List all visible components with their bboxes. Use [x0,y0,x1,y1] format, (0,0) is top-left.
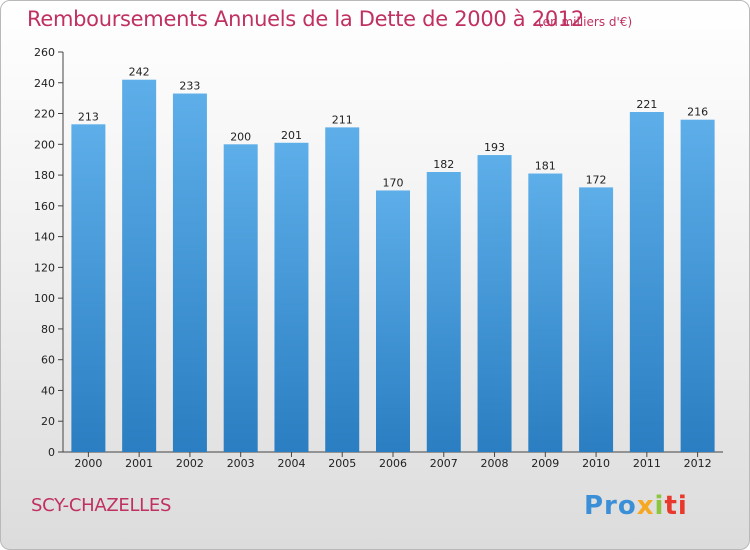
bar-value-label: 170 [383,176,404,189]
x-tick-label: 2004 [277,457,305,470]
bar-value-label: 211 [332,113,353,126]
y-tick-label: 200 [34,138,55,151]
y-tick-label: 20 [41,415,55,428]
bar [274,142,309,452]
place-name: SCY-CHAZELLES [31,495,172,516]
bar [71,124,106,453]
bar [629,112,664,452]
y-tick-label: 80 [41,323,55,336]
y-tick-label: 0 [48,446,55,459]
bar [426,172,461,452]
x-tick-label: 2010 [582,457,610,470]
chart-bars [71,79,715,453]
chart-value-labels: 213 242 233 200 201 211 170 182 193 181 172 221 216 [78,66,708,190]
logo-part-2: x [636,491,655,521]
bar [122,79,157,452]
chart-axes: 0 20 40 60 80 100 120 140 160 180 200 220 240 260 2000… [34,46,723,470]
bar [376,190,410,452]
x-tick-label: 2006 [379,457,407,470]
y-tick-label: 140 [34,231,55,244]
bar-value-label: 233 [179,80,200,93]
x-tick-label: 2002 [176,457,204,470]
bar-value-label: 172 [586,173,607,186]
y-tick-label: 120 [34,261,55,274]
y-tick-label: 180 [34,169,55,182]
bar [223,144,258,453]
x-tick-label: 2007 [430,457,458,470]
bar-value-label: 193 [484,141,505,154]
x-tick-label: 2008 [481,457,509,470]
x-tick-label: 2005 [328,457,356,470]
bar [528,173,563,453]
bar [680,119,715,452]
y-tick-label: 220 [34,108,55,121]
bar-value-label: 216 [687,106,708,119]
bar-value-label: 200 [230,130,251,143]
x-tick-label: 2011 [633,457,661,470]
bar-value-label: 181 [535,160,556,173]
x-tick-label: 2009 [531,457,559,470]
x-tick-label: 2000 [74,457,102,470]
chart-unit: (en milliers d'€) [538,15,633,29]
bar-value-label: 182 [433,158,454,171]
y-tick-label: 100 [34,292,55,305]
bar-value-label: 201 [281,129,302,142]
logo-part-1: Pro [584,491,637,521]
y-tick-label: 60 [41,354,55,367]
bar [172,93,207,453]
bar [325,127,360,452]
y-tick-label: 160 [34,200,55,213]
y-tick-label: 40 [41,384,55,397]
y-tick-label: 240 [34,77,55,90]
x-tick-label: 2003 [227,457,255,470]
bar [579,187,614,452]
bar-value-label: 213 [78,110,99,123]
bar-value-label: 221 [636,98,657,111]
logo-part-4: ti [664,491,688,521]
y-tick-label: 260 [34,46,55,59]
bar-value-label: 242 [129,66,150,79]
x-tick-label: 2001 [125,457,153,470]
x-tick-label: 2012 [684,457,712,470]
logo-part-3: i [654,491,665,521]
bar [477,155,512,453]
proxiti-logo: Proxiti [584,491,688,521]
chart-title: Remboursements Annuels de la Dette de 20… [27,7,584,31]
